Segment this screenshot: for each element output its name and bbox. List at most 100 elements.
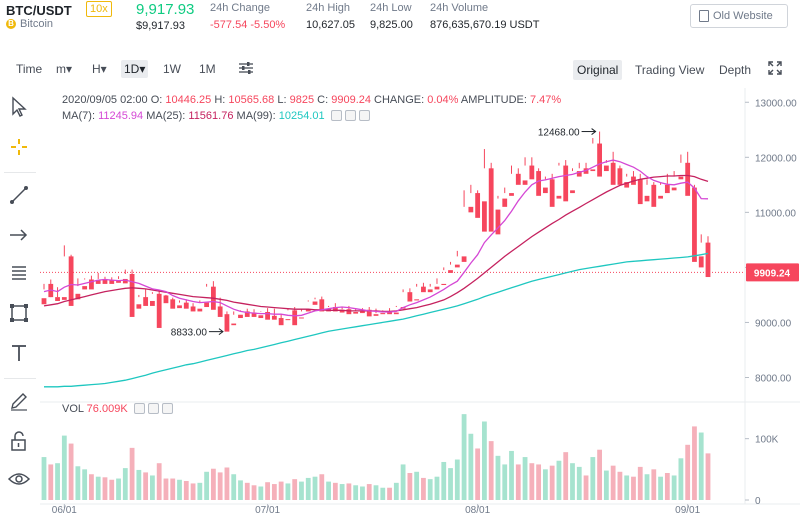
chart-toolbar: Time m▾ H▾ 1D▾ 1W 1M Original Trading Vi… <box>0 56 800 82</box>
volume-bar <box>617 471 623 500</box>
volume-bar <box>461 414 467 500</box>
legend-o-label: O: <box>150 94 163 106</box>
volume-bar <box>41 457 47 500</box>
candle-body <box>495 209 501 235</box>
volume-bar <box>502 464 508 500</box>
candle-body <box>502 198 508 207</box>
high-price-annotation: 12468.00 <box>538 128 580 139</box>
arrow-icon[interactable] <box>6 222 32 248</box>
candle-body <box>170 299 176 309</box>
interval-day-dropdown[interactable]: 1D▾ <box>121 60 149 78</box>
volume-bar <box>570 463 575 500</box>
volume-bar <box>522 457 528 500</box>
volume-bar <box>380 487 386 500</box>
volume-bar <box>305 477 311 500</box>
candle-body <box>116 280 121 283</box>
text-icon[interactable] <box>6 340 32 366</box>
volume-close-icon[interactable] <box>161 403 173 414</box>
candle-body <box>129 274 135 317</box>
candle-body <box>89 279 94 290</box>
volume-bar <box>48 464 54 500</box>
legend-settings-icon[interactable] <box>344 110 356 121</box>
interval-month[interactable]: 1M <box>199 62 216 76</box>
pencil-icon[interactable] <box>6 388 32 414</box>
trend-line-icon[interactable] <box>6 182 38 208</box>
candle-body <box>380 313 386 315</box>
volume-bar <box>468 433 474 500</box>
candle-body <box>448 270 453 273</box>
volume-bar <box>434 476 440 500</box>
legend-visibility-icon[interactable] <box>330 110 342 121</box>
volume-bar <box>271 484 277 500</box>
candle-body <box>122 278 128 284</box>
candlestick-chart[interactable]: 13000.0012000.0011000.0010000.009000.008… <box>40 88 800 528</box>
candle-body <box>414 299 420 301</box>
indicator-settings-icon[interactable] <box>238 61 254 79</box>
interval-week[interactable]: 1W <box>163 62 181 76</box>
eye-icon[interactable] <box>6 466 32 492</box>
volume-bar <box>143 472 149 500</box>
candle-body <box>353 311 359 314</box>
legend-o-value: 10446.25 <box>165 94 212 106</box>
legend-h-label: H: <box>214 94 226 106</box>
lock-icon[interactable] <box>6 428 32 454</box>
volume-bar <box>610 465 616 500</box>
fullscreen-icon[interactable] <box>764 61 786 81</box>
candle-body <box>590 169 596 172</box>
interval-hour-dropdown[interactable]: H▾ <box>92 62 107 76</box>
cursor-icon[interactable] <box>6 94 32 120</box>
ma99-line <box>44 252 709 388</box>
low-label: 24h Low <box>370 2 412 14</box>
volume-bar <box>475 448 481 500</box>
volume-bar <box>339 484 345 500</box>
candle-body <box>651 184 657 207</box>
low-value: 9,825.00 <box>370 19 413 31</box>
volume-bar <box>576 466 582 500</box>
coin-name[interactable]: Bitcoin <box>20 18 54 30</box>
volume-bar <box>129 447 135 500</box>
legend-date: 2020/09/05 02:00 <box>62 94 148 106</box>
candle-body <box>705 242 711 278</box>
volume-bar <box>366 484 372 500</box>
volume-bar <box>529 463 535 500</box>
candle-body <box>678 176 684 180</box>
ma-legend: MA(7): 11245.94 MA(25): 11561.76 MA(99):… <box>62 110 370 122</box>
volume-bar <box>204 471 210 500</box>
volume-bar <box>136 469 142 500</box>
volume-bar <box>407 473 413 500</box>
rectangle-icon[interactable] <box>6 300 32 326</box>
volume-bar <box>170 478 176 500</box>
ma25-line <box>43 174 709 313</box>
candle-body <box>143 297 149 306</box>
volume-settings-icon[interactable] <box>147 403 159 414</box>
volume-bar <box>197 482 203 500</box>
current-price-tag-label: 9909.24 <box>754 268 791 279</box>
pair-symbol[interactable]: BTC/USDT <box>6 3 72 18</box>
volume-bar <box>238 480 243 500</box>
legend-close-icon[interactable] <box>358 110 370 121</box>
interval-time[interactable]: Time <box>16 62 43 76</box>
candle-body <box>197 308 203 312</box>
volume-bar <box>603 470 609 500</box>
volume-axis-tick-label: 0 <box>755 496 761 507</box>
candle-body <box>597 143 602 177</box>
volume-bar <box>373 485 379 500</box>
volume-visibility-icon[interactable] <box>133 403 145 414</box>
view-depth[interactable]: Depth <box>719 63 752 77</box>
volume-bar <box>231 474 237 500</box>
view-original[interactable]: Original <box>573 60 623 80</box>
x-axis-tick-label: 06/01 <box>52 505 77 516</box>
old-website-button[interactable]: Old Website <box>690 4 788 28</box>
legend-ma25-value: 11561.76 <box>188 110 234 122</box>
candle-body <box>529 165 535 180</box>
candle-body <box>360 310 365 314</box>
candle-body <box>427 289 433 293</box>
crosshair-icon[interactable] <box>6 134 32 160</box>
fib-icon[interactable] <box>6 260 32 286</box>
high-label: 24h High <box>306 2 351 14</box>
volume-bar <box>624 475 630 500</box>
chart-canvas[interactable]: 13000.0012000.0011000.0010000.009000.008… <box>40 88 800 528</box>
interval-minute-dropdown[interactable]: m▾ <box>56 62 73 76</box>
view-trading-view[interactable]: Trading View <box>635 63 705 77</box>
volume-bar <box>549 465 555 500</box>
